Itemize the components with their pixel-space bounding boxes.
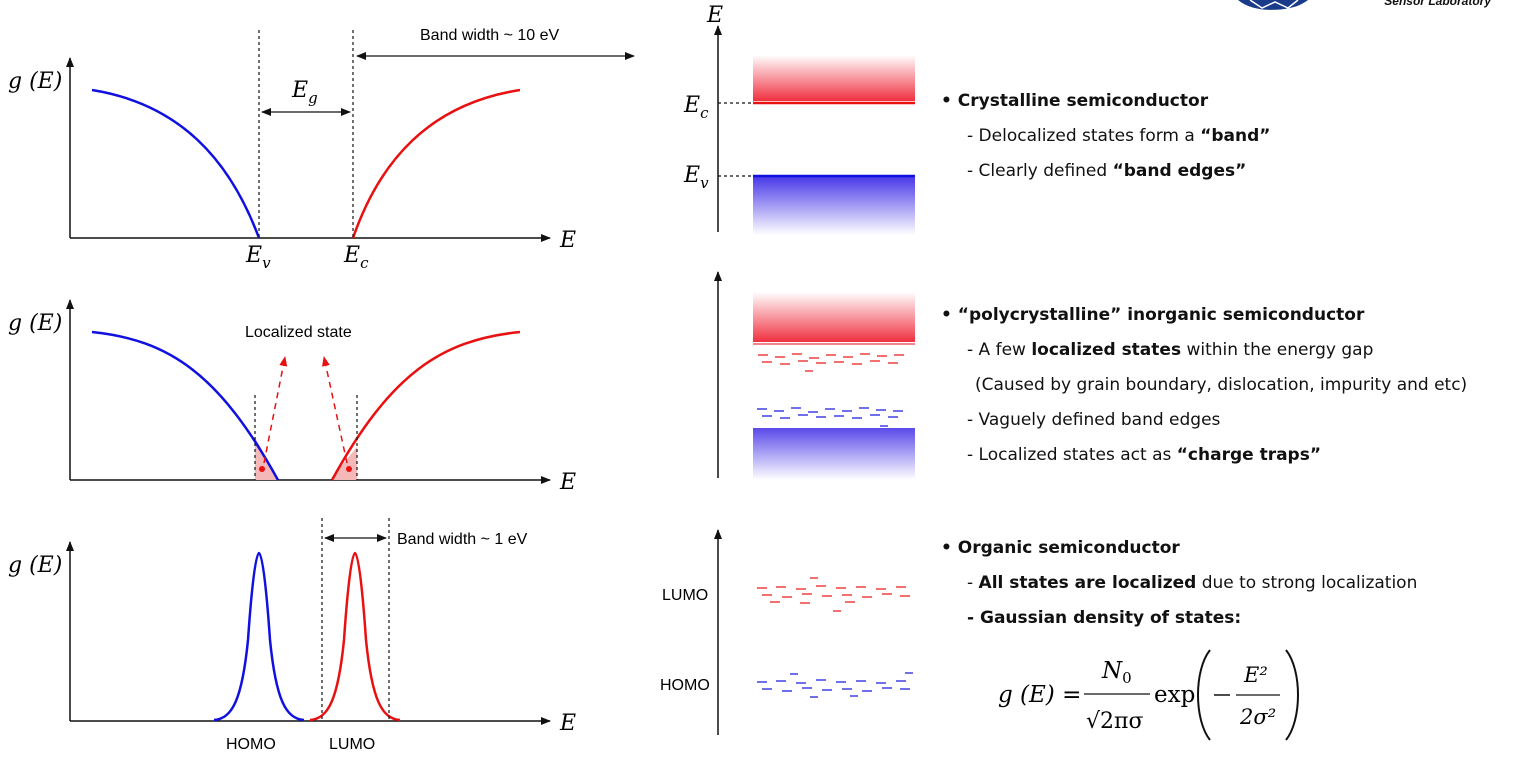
lumo-localized-states: [757, 577, 910, 612]
dos-panel-polycrystalline: g (E) E Localized state: [8, 299, 576, 495]
band-width-label: Band width ~ 1 eV: [397, 531, 528, 548]
formula-lhs: g (E) =: [998, 682, 1081, 708]
valence-trap-dot: [259, 466, 265, 472]
polycrystalline-point-1: - A few localized states within the ener…: [967, 340, 1374, 360]
x-axis-label: E: [559, 228, 576, 253]
crystalline-point-1: - Delocalized states form a “band”: [967, 126, 1271, 146]
crystalline-description: • Crystalline semiconductor - Delocalize…: [941, 84, 1270, 189]
logo-emblem-icon: [1238, 0, 1308, 10]
conduction-dos-curve: [351, 88, 521, 239]
formula-right-paren: [1285, 649, 1299, 741]
homo-label: HOMO: [226, 736, 276, 753]
band-diagram-organic: LUMO HOMO: [660, 529, 913, 735]
organic-point-1: - All states are localized due to strong…: [967, 573, 1418, 593]
lumo-label: LUMO: [329, 736, 375, 753]
y-axis-label: g (E): [8, 311, 62, 336]
polycrystalline-heading: • “polycrystalline” inorganic semiconduc…: [941, 305, 1365, 325]
localized-arrow-left: [263, 356, 288, 464]
valence-band: [753, 177, 915, 235]
dos-panel-crystalline: g (E) E Eg Band width ~ 10 eV Ev Ec: [8, 27, 635, 272]
conduction-dos-curve: [330, 330, 521, 481]
valence-dos-curve: [91, 88, 261, 239]
localized-arrow-right: [321, 356, 348, 464]
organic-description: • Organic semiconductor - All states are…: [941, 531, 1417, 636]
conduction-band: [753, 55, 915, 101]
band-width-label: Band width ~ 10 eV: [420, 27, 560, 44]
formula-inner-numerator: E²: [1243, 663, 1268, 687]
conduction-trap-region: [332, 447, 357, 480]
lab-logo: [1238, 0, 1308, 10]
logo-emblem-detail: [1249, 0, 1299, 9]
organic-heading: • Organic semiconductor: [941, 538, 1180, 558]
polycrystalline-point-2: - Vaguely defined band edges: [967, 410, 1221, 430]
x-axis-label: E: [559, 711, 576, 736]
organic-point-2: - Gaussian density of states:: [967, 608, 1242, 628]
polycrystalline-description: • “polycrystalline” inorganic semiconduc…: [941, 298, 1467, 473]
lab-logo-text: Sensor Laboratory: [1384, 0, 1491, 8]
homo-localized-states: [757, 672, 913, 698]
polycrystalline-point-3: - Localized states act as “charge traps”: [967, 445, 1322, 465]
dos-panel-organic: g (E) E Band width ~ 1 eV HOMO LUMO: [8, 518, 576, 753]
formula-exp: exp: [1154, 682, 1195, 708]
lumo-gaussian: [309, 551, 401, 722]
valence-dos-curve: [91, 330, 280, 481]
eg-label: Eg: [291, 78, 318, 107]
lumo-level-label: LUMO: [662, 587, 708, 604]
polycrystalline-point-1-cause: (Caused by grain boundary, dislocation, …: [975, 375, 1468, 395]
valence-trap-states: [757, 407, 903, 427]
conduction-band: [753, 292, 915, 342]
homo-level-label: HOMO: [660, 677, 710, 694]
energy-axis-label: E: [706, 3, 723, 28]
formula-inner-denominator: 2σ²: [1239, 705, 1276, 729]
ev-label: Ev: [245, 243, 271, 272]
formula-denominator: √2πσ: [1086, 709, 1144, 734]
ec-label: Ec: [343, 243, 369, 272]
ec-label: Ec: [683, 93, 709, 122]
y-axis-label: g (E): [8, 553, 62, 578]
localized-state-label: Localized state: [245, 324, 352, 341]
x-axis-label: E: [559, 470, 576, 495]
crystalline-point-2: - Clearly defined “band edges”: [967, 161, 1247, 181]
valence-band: [753, 428, 915, 480]
ev-label: Ev: [683, 163, 709, 192]
band-diagram-polycrystalline: [714, 271, 915, 480]
formula-numerator: N0: [1101, 658, 1132, 687]
crystalline-heading: • Crystalline semiconductor: [941, 91, 1209, 111]
conduction-trap-states: [758, 353, 904, 372]
conduction-trap-dot: [346, 466, 352, 472]
formula-left-paren: [1197, 649, 1211, 741]
y-axis-label: g (E): [8, 69, 62, 94]
gaussian-dos-formula: g (E) = N0 √2πσ exp E² 2σ²: [998, 649, 1299, 741]
band-diagram-crystalline: E Ec Ev: [683, 3, 915, 235]
homo-gaussian: [213, 551, 305, 722]
